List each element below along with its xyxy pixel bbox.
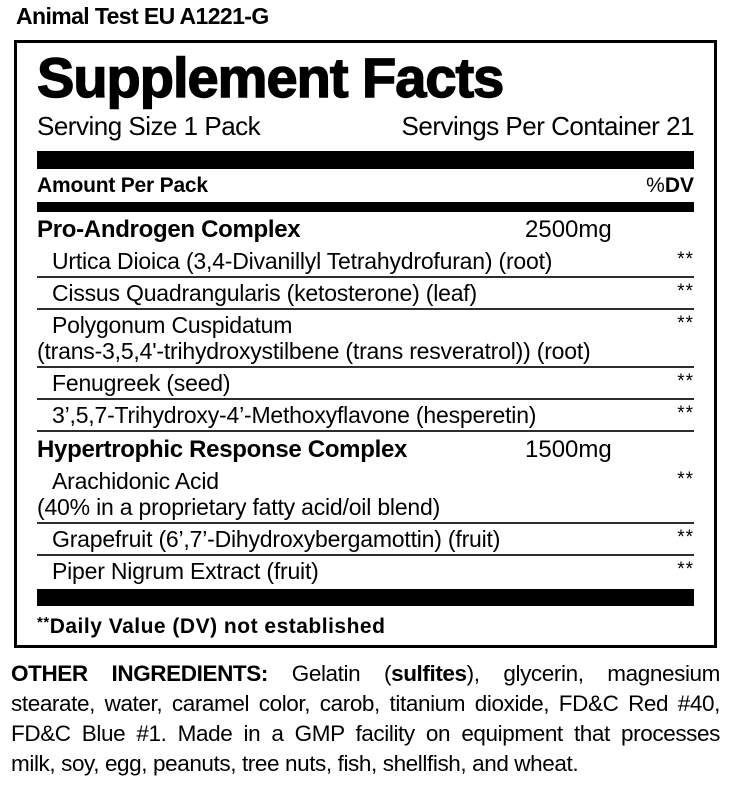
serving-size-label: Serving Size 1 Pack	[37, 111, 261, 141]
section-header-row: Pro-Androgen Complex 2500mg	[37, 212, 694, 246]
other-ingredients-line: FD&C Blue #1. Made in a GMP facility on …	[11, 719, 720, 749]
dv-asterisks: **	[677, 403, 694, 424]
other-ingredients-line: stearate, water, caramel color, carob, t…	[11, 689, 720, 719]
ingredient-name-line: Urtica Dioica (3,4-Divanillyl Tetrahydro…	[52, 248, 553, 274]
section-name: Pro-Androgen Complex	[37, 216, 301, 243]
thin-divider-bar-header	[37, 202, 694, 212]
ingredient-row: 3’,5,7-Trihydroxy-4’-Methoxyflavone (hes…	[37, 400, 694, 432]
amount-per-pack-label: Amount Per Pack	[37, 174, 208, 197]
other-ingredients-line: milk, soy, egg, peanuts, tree nuts, fish…	[11, 749, 720, 779]
ingredient-row: Fenugreek (seed) **	[37, 368, 694, 400]
ingredient-row: Polygonum Cuspidatum (trans-3,5,4'-trihyd…	[37, 310, 694, 368]
section-header-row: Hypertrophic Response Complex 1500mg	[37, 432, 694, 466]
ingredient-name-line: Arachidonic Acid	[52, 468, 219, 494]
text-segment: FD&C Blue #1. Made in a GMP facility on …	[11, 721, 720, 746]
supplement-facts-panel: Supplement Facts Serving Size 1 Pack Ser…	[14, 40, 717, 648]
dv-asterisks: **	[677, 469, 694, 490]
text-segment: stearate, water, caramel color, carob, t…	[11, 691, 720, 716]
dv-asterisks: **	[677, 281, 694, 302]
ingredient-row: Urtica Dioica (3,4-Divanillyl Tetrahydro…	[37, 246, 694, 278]
ingredient-name-line: Fenugreek (seed)	[52, 370, 231, 396]
section-amount: 2500mg	[525, 216, 612, 243]
section-name: Hypertrophic Response Complex	[37, 436, 408, 463]
servings-per-container-label: Servings Per Container 21	[401, 111, 695, 141]
bold-text-segment: OTHER INGREDIENTS:	[11, 661, 268, 686]
ingredient-name-line: Cissus Quadrangularis (ketosterone) (lea…	[52, 280, 477, 306]
footnote-text: Daily Value (DV) not established	[49, 615, 386, 638]
thick-divider-bar-top	[37, 151, 694, 169]
dv-asterisks: **	[677, 527, 694, 548]
dv-text: DV	[664, 174, 694, 197]
ingredient-name-line: (trans-3,5,4'-trihydroxystilbene (trans …	[37, 338, 591, 364]
dv-footnote: **Daily Value (DV) not established	[37, 614, 694, 639]
dv-asterisks: **	[677, 249, 694, 270]
column-header-row: Amount Per Pack %DV	[37, 169, 694, 202]
serving-info-row: Serving Size 1 Pack Servings Per Contain…	[37, 111, 695, 142]
text-segment: Gelatin (	[267, 661, 392, 686]
dv-asterisks: **	[677, 313, 694, 334]
text-segment: milk, soy, egg, peanuts, tree nuts, fish…	[11, 751, 579, 776]
ingredient-name-line: Grapefruit (6’,7’-Dihydroxybergamottin) …	[52, 526, 501, 552]
ingredient-rows: Pro-Androgen Complex 2500mg Urtica Dioica …	[37, 212, 694, 586]
bold-text-segment: sulfites	[391, 661, 467, 686]
ingredient-name-line: (40% in a proprietary fatty acid/oil ble…	[37, 494, 441, 520]
footnote-asterisks: **	[37, 614, 50, 631]
thick-divider-bar-bottom	[37, 589, 694, 606]
section-amount: 1500mg	[525, 436, 612, 463]
ingredient-row: Piper Nigrum Extract (fruit) **	[37, 556, 694, 586]
ingredient-name-line: 3’,5,7-Trihydroxy-4’-Methoxyflavone (hes…	[52, 402, 537, 428]
other-ingredients-paragraph: OTHER INGREDIENTS: Gelatin (sulfites), g…	[11, 659, 720, 779]
dv-asterisks: **	[677, 559, 694, 580]
ingredient-row: Cissus Quadrangularis (ketosterone) (lea…	[37, 278, 694, 310]
percent-dv-label: %DV	[646, 174, 694, 198]
dv-asterisks: **	[677, 371, 694, 392]
panel-title: Supplement Facts	[36, 46, 505, 109]
product-title: Animal Test EU A1221-G	[16, 3, 269, 29]
ingredient-row: Arachidonic Acid (40% in a proprietary fa…	[37, 466, 694, 524]
text-segment: ), glycerin, magnesium	[466, 661, 721, 686]
ingredient-name-line: Piper Nigrum Extract (fruit)	[52, 558, 319, 584]
ingredient-name-line: Polygonum Cuspidatum	[52, 312, 293, 338]
percent-sign: %	[646, 174, 665, 197]
ingredient-row: Grapefruit (6’,7’-Dihydroxybergamottin) …	[37, 524, 694, 556]
other-ingredients-line: OTHER INGREDIENTS: Gelatin (sulfites), g…	[11, 659, 720, 689]
